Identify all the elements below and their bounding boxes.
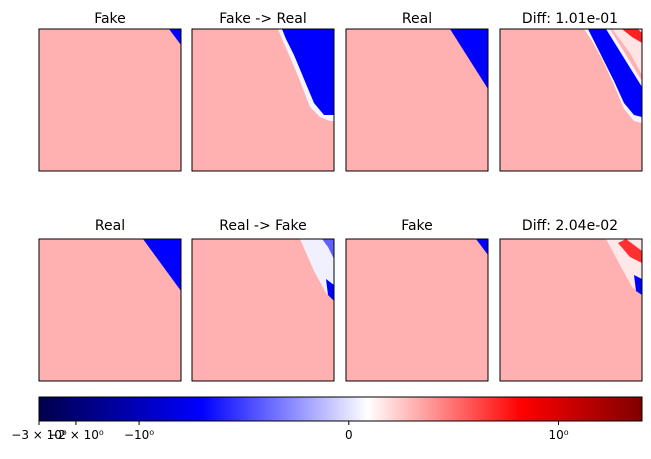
- heatmap-background: [39, 29, 181, 171]
- panel-title: Real: [402, 11, 432, 27]
- heatmap-region-red: [612, 29, 642, 75]
- colorbar-tick-label: 0: [345, 428, 353, 442]
- axes-frame: [38, 238, 182, 382]
- axes-frame: [499, 238, 643, 382]
- colorbar-gradient: [38, 396, 643, 422]
- panel-4: Real: [38, 218, 182, 382]
- heatmap-region-blue: [322, 239, 334, 259]
- axes-frame: [191, 28, 335, 172]
- heatmap-background: [346, 29, 488, 171]
- heatmap-region-blue: [634, 275, 642, 295]
- heatmap-region-blue: [588, 29, 642, 117]
- heatmap-region-blue: [326, 279, 334, 301]
- heatmap-region-white: [300, 239, 334, 301]
- panel-title: Fake -> Real: [219, 11, 306, 27]
- axes-frame: [345, 28, 489, 172]
- heatmap-background: [500, 239, 642, 381]
- heatmap-background: [39, 239, 181, 381]
- panel-title: Diff: 2.04e-02: [522, 218, 618, 234]
- colorbar: −3 × 10⁰−2 × 10⁰ −10⁰ 0 10⁰: [11, 396, 643, 442]
- panel-5: Real -> Fake: [191, 218, 335, 382]
- axes-frame: [191, 238, 335, 382]
- panel-1: Fake -> Real: [191, 11, 335, 172]
- heatmap-background: [346, 239, 488, 381]
- panel-title: Real -> Fake: [219, 218, 306, 234]
- panel-6: Fake: [345, 218, 489, 382]
- axes-frame: [38, 28, 182, 172]
- panel-title: Real: [95, 218, 125, 234]
- axes-frame: [499, 28, 643, 172]
- panel-0: Fake: [38, 11, 182, 172]
- colorbar-tick-label: 10⁰: [548, 428, 568, 442]
- colorbar-tick-label: −10⁰: [124, 428, 154, 442]
- colorbar-tick-label: −2 × 10⁰: [48, 428, 104, 442]
- colorbar-ticks: −3 × 10⁰−2 × 10⁰ −10⁰ 0 10⁰: [11, 421, 569, 442]
- heatmap-background: [192, 239, 334, 381]
- heatmap-region-blue: [143, 239, 181, 291]
- heatmap-region-blue: [476, 239, 488, 255]
- panel-title: Fake: [94, 11, 126, 27]
- panel-title: Diff: 1.01e-01: [522, 11, 618, 27]
- panel-3: Diff: 1.01e-01: [499, 11, 643, 172]
- heatmap-region-blue: [169, 29, 181, 45]
- heatmap-region-red: [618, 239, 642, 263]
- heatmap-region-red: [622, 29, 642, 43]
- panel-7: Diff: 2.04e-02: [499, 218, 643, 382]
- heatmap-region-blue: [450, 29, 488, 89]
- heatmap-region-blue: [282, 29, 334, 115]
- panel-title: Fake: [401, 218, 433, 234]
- colorbar-tick-label: −3 × 10⁰: [11, 428, 67, 442]
- panel-2: Real: [345, 11, 489, 172]
- axes-frame: [345, 238, 489, 382]
